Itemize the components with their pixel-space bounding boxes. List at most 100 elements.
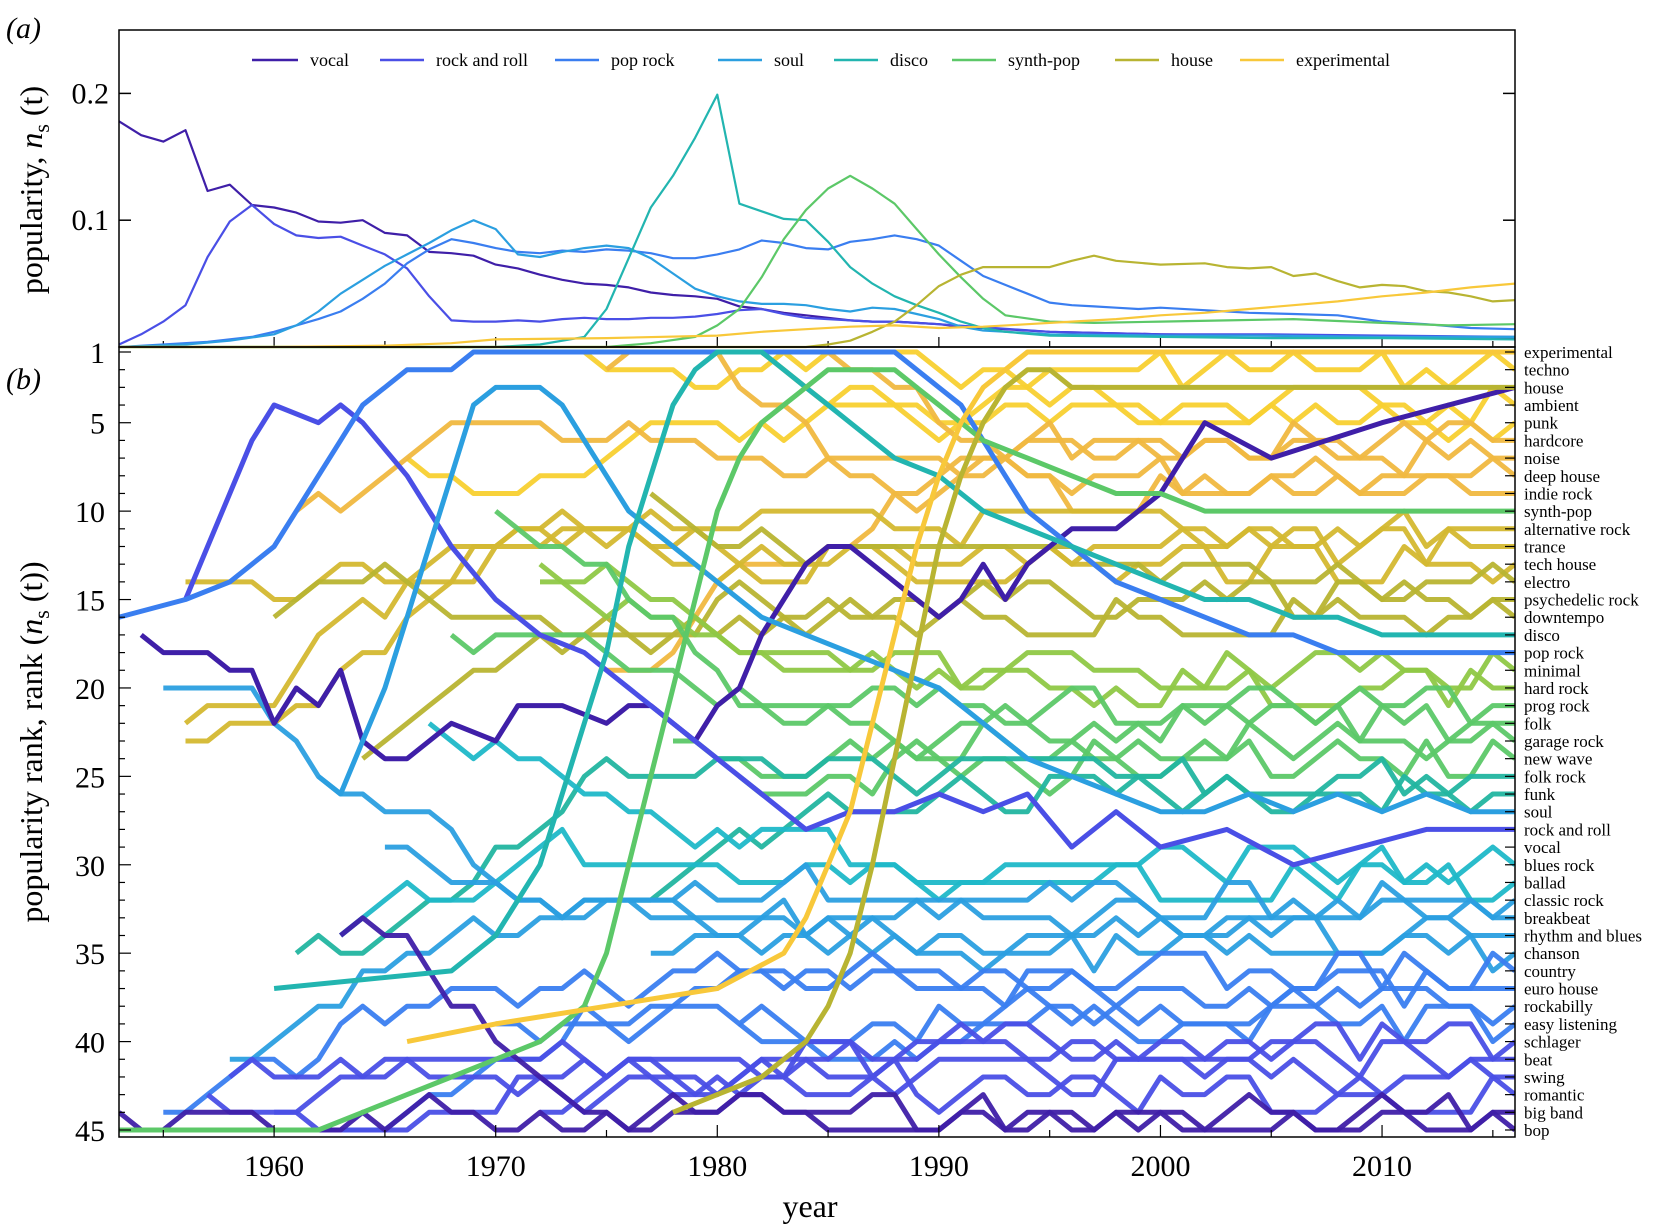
b-line-experimental (406, 349, 1515, 1045)
genre-label-folk: folk (1524, 714, 1552, 733)
genre-label-noise: noise (1524, 449, 1560, 468)
genre-label-trance: trance (1524, 538, 1566, 557)
panel-a-lines (118, 93, 1516, 349)
genre-label-euro-house: euro house (1524, 980, 1598, 999)
b-line-indie-rock (606, 455, 1515, 673)
genre-label-hardcore: hardcore (1524, 431, 1583, 450)
a-ytick-label: 0.2 (72, 77, 110, 110)
a-line-synth-pop (119, 174, 1516, 349)
b-line-downtempo (361, 597, 1515, 761)
panel-b-ylabel: popularity rank, rank (ns (t)) (13, 561, 54, 922)
genre-label-tech-house: tech house (1524, 555, 1596, 574)
b-line-rockabilly (495, 986, 1515, 1045)
b-line-prog-rock (449, 632, 1515, 726)
b-line-hardcore (294, 420, 1515, 514)
b-ytick-label: 5 (90, 408, 105, 441)
panel-a-frame (118, 29, 1516, 348)
panel-a-yticks: 0.1 0.2 (72, 77, 1515, 347)
genre-label-schlager: schlager (1524, 1033, 1581, 1052)
b-xtick-label: 2000 (1130, 1150, 1190, 1183)
b-xtick-label: 1970 (466, 1150, 526, 1183)
a-ylabel-text: popularity, ns (t) (13, 86, 54, 294)
b-line-bop (339, 915, 1515, 1133)
b-ytick-label: 30 (75, 850, 105, 883)
b-line-classic-rock (229, 862, 1515, 1062)
b-line-breakbeat (163, 685, 1515, 938)
b-line-house (672, 367, 1515, 1115)
genre-label-ambient: ambient (1524, 396, 1579, 415)
a-line-disco (119, 93, 1516, 349)
genre-label-breakbeat: breakbeat (1524, 909, 1590, 928)
genre-label-romantic: romantic (1524, 1086, 1585, 1105)
panel-b-frame (118, 346, 1516, 1138)
genre-label-pop-rock: pop rock (1524, 644, 1584, 663)
b-xtick-label: 1980 (687, 1150, 747, 1183)
b-line-pop-rock (119, 349, 1515, 656)
genre-label-punk: punk (1524, 414, 1559, 433)
genre-label-country: country (1524, 962, 1576, 981)
legend-item-house: house (1115, 50, 1213, 70)
genre-label-rock-and-roll: rock and roll (1524, 820, 1611, 839)
x-axis-title: year (782, 1188, 837, 1224)
legend-label: pop rock (611, 50, 674, 70)
legend-label: house (1171, 50, 1213, 70)
legend-label: disco (890, 50, 928, 70)
genre-label-big-band: big band (1524, 1103, 1584, 1122)
genre-label-techno: techno (1524, 361, 1569, 380)
legend-label: experimental (1296, 50, 1390, 70)
b-line-schlager (540, 1021, 1515, 1115)
b-line-big-band (119, 1092, 1515, 1133)
genre-label-downtempo: downtempo (1524, 608, 1604, 627)
genre-label-bop: bop (1524, 1121, 1550, 1140)
genre-label-easy-listening: easy listening (1524, 1015, 1618, 1034)
b-ytick-label: 20 (75, 673, 105, 706)
legend-item-experimental: experimental (1240, 50, 1390, 70)
b-line-ballad (339, 826, 1515, 938)
b-xtick-label: 1960 (244, 1150, 304, 1183)
genre-label-rhythm-and-blues: rhythm and blues (1524, 927, 1642, 946)
b-line-vocal (139, 384, 1515, 762)
genre-label-chanson: chanson (1524, 944, 1580, 963)
b-ytick-label: 45 (75, 1115, 105, 1148)
b-line-alternative-rock (185, 508, 1515, 602)
genre-label-vocal: vocal (1524, 838, 1561, 857)
legend-item-pop-rock: pop rock (555, 50, 674, 70)
b-ytick-label: 1 (90, 337, 105, 370)
b-line-blues-rock (427, 721, 1515, 885)
b-line-rhythm-and-blues (384, 844, 1515, 956)
b-ytick-label: 15 (75, 585, 105, 618)
panel-b-lines (119, 349, 1515, 1133)
legend-label: rock and roll (436, 50, 528, 70)
b-line-minimal (538, 562, 1515, 691)
genre-label-disco: disco (1524, 626, 1560, 645)
genre-label-prog-rock: prog rock (1524, 697, 1590, 716)
genre-label-swing: swing (1524, 1068, 1565, 1087)
b-xtick-label: 2010 (1352, 1150, 1412, 1183)
genre-label-synth-pop: synth-pop (1524, 502, 1592, 521)
panel-b-label: (b) (6, 363, 41, 396)
panel-b: (b) popularity rank, rank (ns (t)) 15101… (6, 337, 1642, 1224)
genre-label-psychedelic-rock: psychedelic rock (1524, 591, 1639, 610)
genre-label-minimal: minimal (1524, 661, 1581, 680)
genre-label-folk-rock: folk rock (1524, 767, 1586, 786)
b-xtick-label: 1990 (909, 1150, 969, 1183)
genre-label-deep-house: deep house (1524, 467, 1600, 486)
b-line-folk (737, 703, 1515, 797)
panel-b-xticks: 1960 1970 1980 1990 2000 2010 (162, 1125, 1494, 1183)
legend-label: synth-pop (1008, 50, 1080, 70)
b-line-synth-pop (119, 367, 1515, 1133)
b-line-soul (316, 384, 1515, 815)
panel-b-genre-labels: experimentaltechnohouseambientpunkhardco… (1524, 343, 1642, 1140)
genre-label-experimental: experimental (1524, 343, 1613, 362)
genre-label-new-wave: new wave (1524, 750, 1592, 769)
genre-label-house: house (1524, 378, 1564, 397)
genre-label-classic-rock: classic rock (1524, 891, 1604, 910)
legend-item-disco: disco (834, 50, 928, 70)
panel-a-label: (a) (6, 12, 41, 45)
panel-a-ylabel: popularity, ns (t) (13, 86, 54, 294)
panel-a-legend: vocal rock and roll pop rock soul disco synth… (252, 50, 1390, 70)
a-line-house (119, 254, 1516, 349)
genre-label-alternative-rock: alternative rock (1524, 520, 1631, 539)
b-ytick-label: 10 (75, 496, 105, 529)
